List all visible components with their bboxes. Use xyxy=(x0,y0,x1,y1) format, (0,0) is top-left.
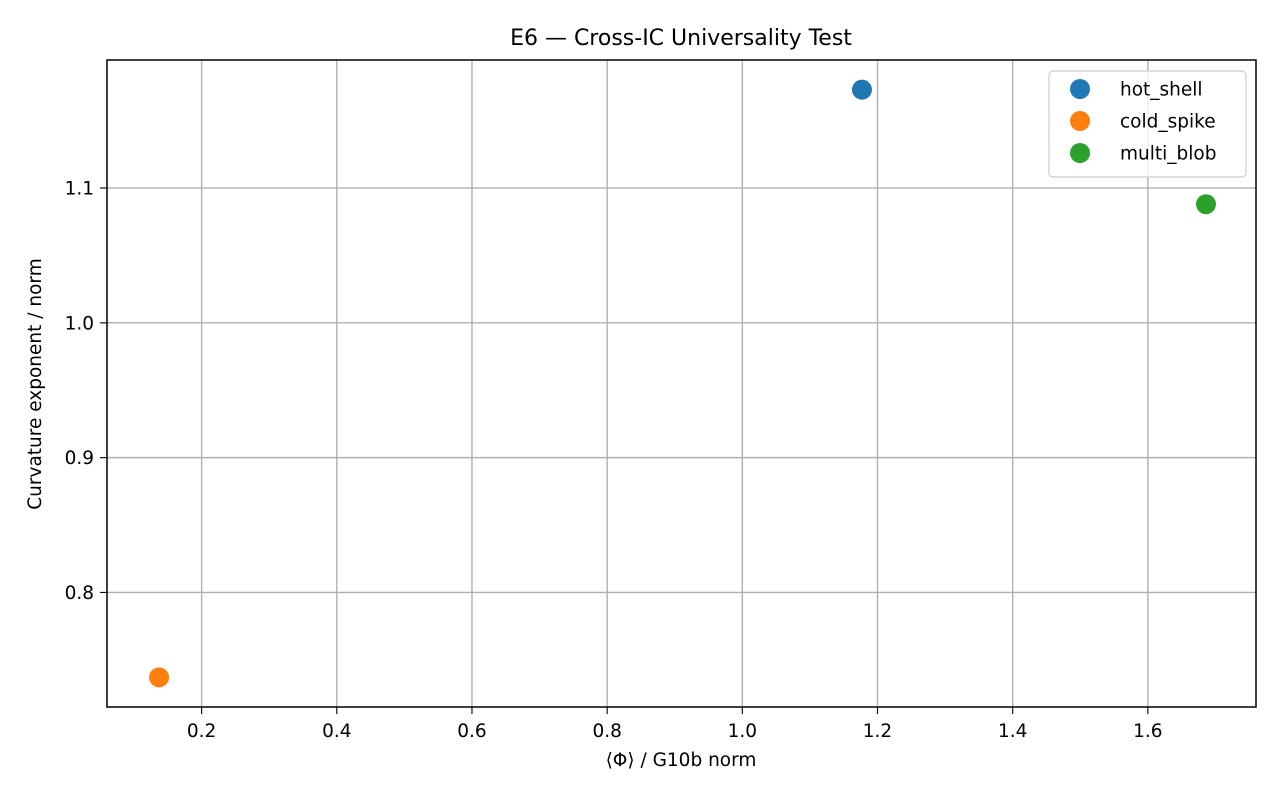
legend-marker-hot-shell xyxy=(1070,79,1090,99)
axis-ticks: 0.2 0.4 0.6 0.8 1.0 1.2 1.4 1.6 0.8 0.9 1.0 1.1 xyxy=(65,179,1163,742)
x-tick-label: 1.2 xyxy=(863,721,892,742)
legend-label: multi_blob xyxy=(1120,144,1216,165)
data-point-multi-blob xyxy=(1195,194,1216,215)
legend-label: hot_shell xyxy=(1120,80,1203,101)
legend-marker-multi-blob xyxy=(1070,143,1090,163)
y-axis-label: Curvature exponent / norm xyxy=(25,258,46,509)
y-tick-label: 1.0 xyxy=(65,313,94,334)
chart-title: E6 — Cross-IC Universality Test xyxy=(510,26,852,51)
legend-box xyxy=(1048,70,1247,178)
x-tick-label: 1.4 xyxy=(998,721,1027,742)
x-tick-label: 1.0 xyxy=(728,721,757,742)
x-axis-label: ⟨Φ⟩ / G10b norm xyxy=(606,750,757,771)
plot-frame xyxy=(106,59,1257,708)
x-tick-label: 0.8 xyxy=(592,721,621,742)
legend-label: cold_spike xyxy=(1120,112,1216,133)
y-tick-label: 0.8 xyxy=(65,583,94,604)
data-point-cold-spike xyxy=(149,667,170,688)
legend-marker-cold-spike xyxy=(1070,111,1090,131)
data-points xyxy=(149,79,1216,688)
x-tick-label: 0.2 xyxy=(187,721,216,742)
x-tick-label: 1.6 xyxy=(1133,721,1162,742)
x-tick-label: 0.4 xyxy=(322,721,351,742)
x-tick-label: 0.6 xyxy=(457,721,486,742)
legend: hot_shell cold_spike multi_blob xyxy=(1048,70,1247,178)
y-tick-label: 0.9 xyxy=(65,448,94,469)
data-point-hot-shell xyxy=(851,79,872,100)
y-tick-label: 1.1 xyxy=(65,179,94,200)
